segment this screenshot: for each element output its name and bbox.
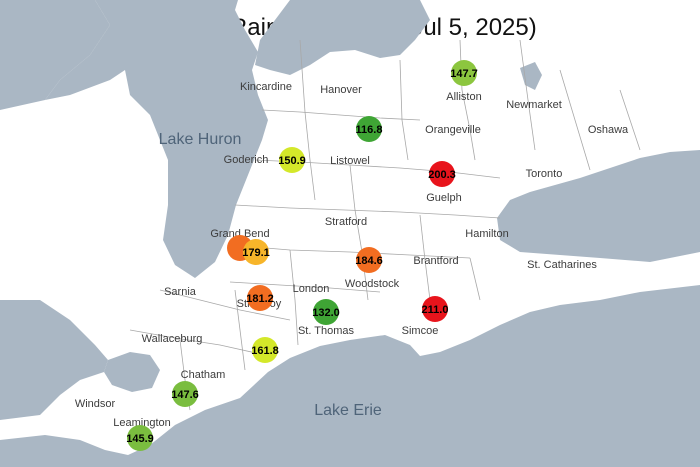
place-label: Hanover <box>320 84 362 96</box>
place-label: Brantford <box>413 255 458 267</box>
station-value-label: 179.1 <box>242 247 270 259</box>
lake-ontario-shape <box>497 150 700 262</box>
station-value-label: 147.6 <box>171 389 199 401</box>
station-value-label: 116.8 <box>356 124 383 136</box>
place-label: Windsor <box>75 398 116 410</box>
station-value-label: 211.0 <box>422 304 449 316</box>
station-marker <box>451 60 477 86</box>
station-value-label: 181.2 <box>246 293 274 305</box>
place-label: London <box>293 283 330 295</box>
place-label: Goderich <box>224 154 269 166</box>
place-label: Leamington <box>113 417 171 429</box>
station-value-label: 184.6 <box>355 255 383 267</box>
place-label: Newmarket <box>506 99 562 111</box>
place-label: Chatham <box>181 369 226 381</box>
place-label: Orangeville <box>425 124 481 136</box>
place-labels: Kincardine Hanover Alliston Newmarket Or… <box>75 81 629 429</box>
station-value-label: 150.9 <box>278 155 306 167</box>
station-marker <box>243 239 269 265</box>
station-marker <box>356 116 382 142</box>
station-marker <box>127 425 153 451</box>
place-label: Stratford <box>325 216 367 228</box>
place-label: Oshawa <box>588 124 629 136</box>
place-label: Sarnia <box>164 286 197 298</box>
lake-huron-label: Lake Huron <box>159 131 242 148</box>
lake-huron-shape <box>0 0 300 278</box>
place-label: Guelph <box>426 192 461 204</box>
lake-erie-label: Lake Erie <box>314 402 382 419</box>
station-marker <box>356 247 382 273</box>
station-marker <box>247 285 273 311</box>
place-label: Wallaceburg <box>142 333 203 345</box>
place-label: Hamilton <box>465 228 508 240</box>
station-marker <box>422 296 448 322</box>
place-label: Alliston <box>446 91 481 103</box>
place-label: St. Thomas <box>298 325 355 337</box>
lake-st-clair-shape <box>104 352 160 392</box>
lake-erie-shape <box>0 285 700 467</box>
station-value-label: 200.3 <box>428 169 456 181</box>
station-marker <box>252 337 278 363</box>
station-value-label: 161.8 <box>251 345 279 357</box>
station-marker <box>429 161 455 187</box>
station-marker <box>279 147 305 173</box>
place-label: Simcoe <box>402 325 439 337</box>
station-markers: 147.7 116.8 150.9 200.3 179.1 184.6 181.2 132.0… <box>126 60 478 451</box>
georgian-bay-shape <box>255 0 430 75</box>
place-label: Toronto <box>526 168 563 180</box>
place-label: Kincardine <box>240 81 292 93</box>
detroit-river-shape <box>0 300 108 420</box>
station-marker <box>172 381 198 407</box>
station-value-label: 132.0 <box>312 307 340 319</box>
place-label: St. Catharines <box>527 259 597 271</box>
lake-labels: Lake Huron Lake Erie <box>159 131 382 419</box>
station-value-label: 145.9 <box>126 433 154 445</box>
place-label: Listowel <box>330 155 370 167</box>
place-label: Grand Bend <box>210 228 269 240</box>
lake-huron-west <box>0 0 110 110</box>
place-label: Woodstock <box>345 278 400 290</box>
station-marker <box>313 299 339 325</box>
station-value-label: 147.7 <box>450 68 478 80</box>
